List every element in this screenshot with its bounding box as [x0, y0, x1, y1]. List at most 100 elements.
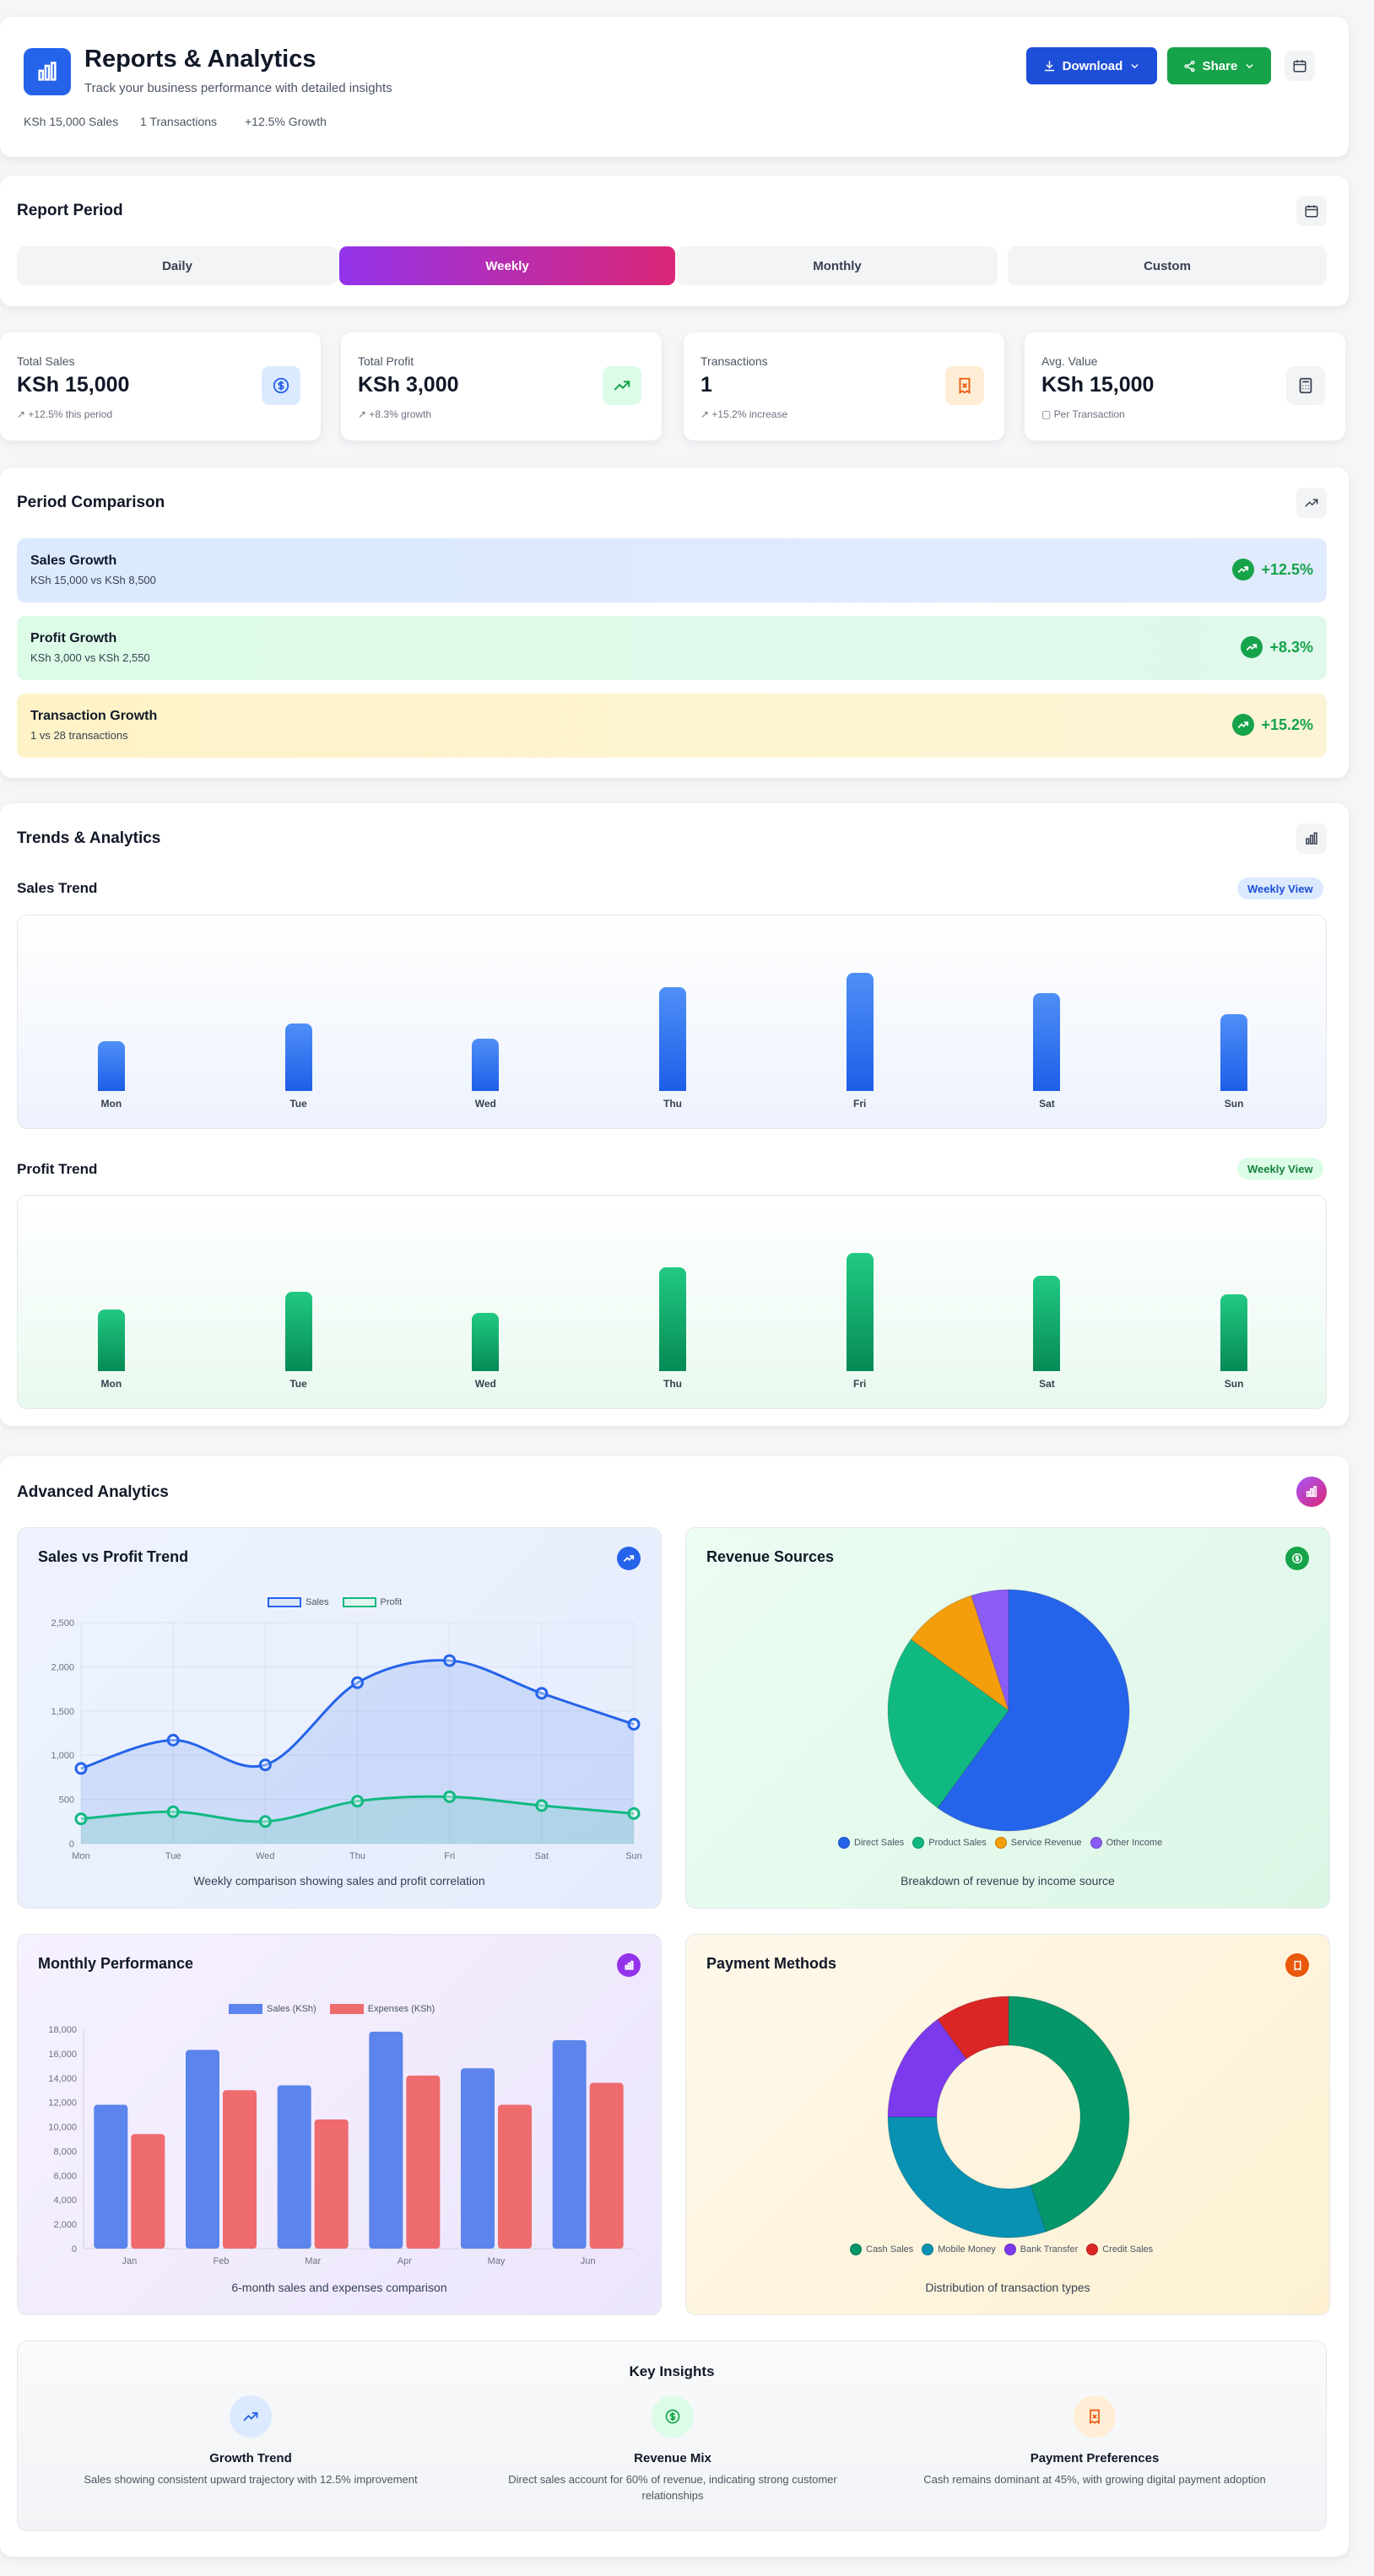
data-point — [258, 1815, 272, 1828]
period-calendar-button[interactable] — [1296, 196, 1327, 226]
bar-chart-icon — [1306, 832, 1317, 845]
y-tick-label: 18,000 — [48, 2025, 77, 2035]
trending-up-icon — [603, 366, 641, 405]
stat-card-total-profit: Total Profit KSh 3,000 ↗ +8.3% growth — [341, 332, 662, 440]
insight-revenue-mix: Revenue Mix Direct sales account for 60%… — [462, 2395, 884, 2504]
receipt-icon — [945, 366, 984, 405]
chart-legend: Sales (KSh) Expenses (KSh) — [229, 2004, 435, 2014]
tab-weekly[interactable]: Weekly — [339, 246, 675, 285]
period-comparison-card: Period Comparison Sales Growth KSh 15,00… — [0, 467, 1349, 778]
panel-title: Revenue Sources — [706, 1548, 835, 1565]
comparison-detail: 1 vs 28 transactions — [30, 729, 128, 742]
slice-bank-transfer — [887, 2018, 967, 2118]
insight-growth-trend: Growth Trend Sales showing consistent up… — [40, 2395, 462, 2488]
profit-trend-title: Profit Trend — [17, 1161, 98, 1177]
sales-trend-day-label: Mon — [100, 1098, 122, 1110]
share-label: Share — [1202, 58, 1238, 73]
revenue-sources-chart — [887, 1589, 1130, 1832]
comparison-trend-button[interactable] — [1296, 488, 1327, 518]
sales-trend-title: Sales Trend — [17, 880, 98, 896]
stat-label: Total Profit — [358, 354, 414, 368]
profit-trend-day-label: Sat — [1039, 1378, 1055, 1390]
x-tick-label: Sun — [625, 1851, 642, 1861]
trending-up-icon — [1241, 636, 1263, 658]
share-icon — [1184, 60, 1195, 72]
panel-caption: Weekly comparison showing sales and prof… — [193, 1874, 485, 1887]
legend-item-other-income: Other Income — [1090, 1837, 1162, 1849]
panel-caption: Breakdown of revenue by income source — [901, 1874, 1115, 1887]
x-tick-label: Fri — [444, 1851, 455, 1861]
tab-monthly[interactable]: Monthly — [677, 246, 998, 285]
y-tick-label: 14,000 — [48, 2074, 77, 2084]
comparison-sales-growth: Sales Growth KSh 15,000 vs KSh 8,500 +12… — [17, 538, 1327, 602]
header-card: Reports & Analytics Track your business … — [0, 17, 1349, 157]
insight-title: Revenue Mix — [634, 2451, 711, 2465]
y-tick-label: 12,000 — [48, 2098, 77, 2109]
trending-up-icon — [230, 2395, 272, 2438]
x-tick-label: May — [488, 2256, 506, 2266]
calendar-button[interactable] — [1285, 51, 1315, 81]
panel-title: Sales vs Profit Trend — [38, 1548, 189, 1565]
bar-expenses-jun — [589, 2082, 624, 2249]
y-tick-label: 4,000 — [53, 2195, 77, 2206]
stat-sub: ↗ +8.3% growth — [358, 408, 432, 420]
comparison-title: Sales Growth — [30, 554, 117, 568]
legend-item-mobile-money: Mobile Money — [922, 2244, 996, 2255]
advanced-analytics-title: Advanced Analytics — [17, 1483, 169, 1501]
page-subtitle: Track your business performance with det… — [84, 81, 392, 95]
slice-product-sales — [887, 1639, 1009, 1809]
profit-weekly-view-badge: Weekly View — [1237, 1158, 1323, 1180]
x-tick-label: Mar — [305, 2256, 321, 2266]
comparison-detail: KSh 15,000 vs KSh 8,500 — [30, 574, 156, 586]
chevron-down-icon — [1131, 63, 1139, 68]
trending-up-icon — [1305, 499, 1318, 507]
chart-legend: Direct Sales Product Sales Service Revenue… — [838, 1837, 1162, 1849]
period-comparison-title: Period Comparison — [17, 494, 165, 511]
bar-sales-feb — [186, 2049, 219, 2249]
data-point — [443, 1790, 457, 1803]
insight-text: Direct sales account for 60% of revenue,… — [508, 2473, 837, 2502]
panel-caption: 6-month sales and expenses comparison — [231, 2281, 447, 2294]
data-point — [351, 1676, 364, 1689]
slice-cash-sales — [1008, 1995, 1130, 2233]
chart-legend: Cash Sales Mobile Money Bank Transfer Credi… — [850, 2244, 1153, 2255]
slice-other-income — [971, 1589, 1009, 1711]
tab-daily[interactable]: Daily — [17, 246, 338, 285]
stat-value: 1 — [701, 373, 712, 397]
sales-trend-bar-tue — [284, 1023, 312, 1091]
profit-trend-bar-tue — [284, 1292, 312, 1371]
x-tick-label: Jun — [581, 2256, 596, 2266]
y-tick-label: 10,000 — [48, 2123, 77, 2133]
sales-vs-profit-panel: Sales vs Profit Trend Sales Profit 0 500 1… — [17, 1527, 662, 1909]
stat-value: KSh 15,000 — [17, 373, 130, 397]
profit-trend-bar-fri — [846, 1253, 874, 1371]
download-button[interactable]: Download — [1026, 47, 1157, 84]
sales-trend-day-label: Tue — [289, 1098, 307, 1110]
data-point — [258, 1758, 272, 1772]
data-point — [627, 1806, 641, 1820]
data-point — [535, 1687, 549, 1700]
insight-text: Sales showing consistent upward trajecto… — [84, 2473, 418, 2486]
x-tick-label: Jan — [122, 2256, 137, 2266]
insight-payment-preferences: Payment Preferences Cash remains dominan… — [884, 2395, 1306, 2488]
tab-custom[interactable]: Custom — [1008, 246, 1327, 285]
y-tick-label: 0 — [69, 1839, 74, 1850]
dollar-icon — [1285, 1547, 1309, 1570]
share-button[interactable]: Share — [1167, 47, 1271, 84]
data-point — [166, 1733, 180, 1747]
sales-trend-bar-sun — [1220, 1014, 1248, 1091]
y-tick-label: 2,000 — [51, 1662, 74, 1672]
comparison-profit-growth: Profit Growth KSh 3,000 vs KSh 2,550 +8.… — [17, 616, 1327, 680]
trends-chart-button[interactable] — [1296, 824, 1327, 854]
y-tick-label: 2,000 — [53, 2220, 77, 2230]
stat-card-total-sales: Total Sales KSh 15,000 ↗ +12.5% this per… — [0, 332, 321, 440]
bar-sales-apr — [369, 2031, 403, 2249]
bar-sales-mar — [277, 2085, 311, 2249]
x-tick-label: Thu — [349, 1851, 365, 1861]
monthly-performance-chart: 0 2,000 4,000 6,000 8,000 10,000 12,000 14,000 1… — [48, 2025, 634, 2266]
legend-item-service-revenue: Service Revenue — [994, 1837, 1082, 1849]
stat-label: Transactions — [701, 354, 768, 368]
comparison-change: +12.5% — [1232, 559, 1313, 581]
trends-title: Trends & Analytics — [17, 829, 161, 847]
x-tick-label: Feb — [214, 2256, 230, 2266]
